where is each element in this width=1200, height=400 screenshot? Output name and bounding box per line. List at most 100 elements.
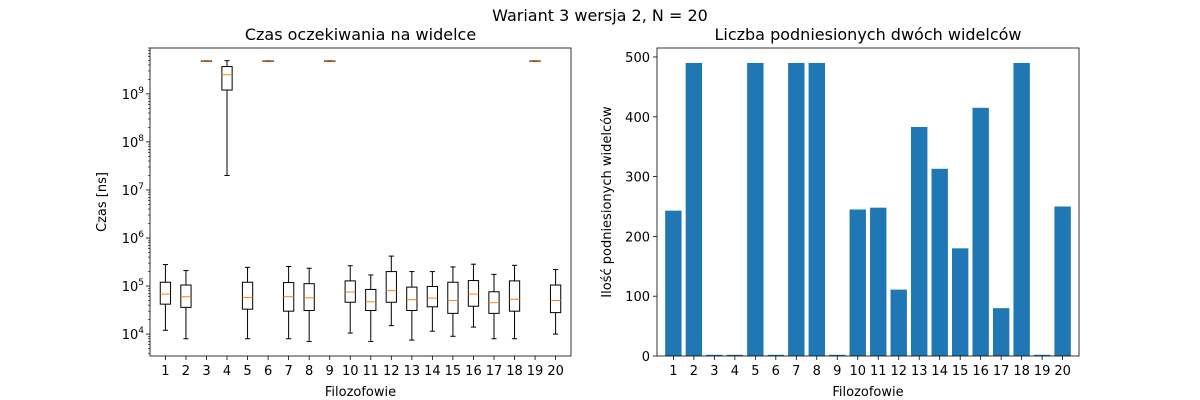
bar-4 [726, 354, 744, 356]
y-tick-label: 0 [642, 350, 650, 365]
x-tick-label: 17 [486, 364, 503, 379]
boxplot-chart: Czas oczekiwania na widelce 104105106107… [95, 25, 572, 400]
bar-9 [829, 354, 846, 356]
y-tick-label: 105 [122, 278, 144, 295]
x-tick-label: 1 [161, 364, 169, 379]
y-tick-label: 104 [122, 326, 145, 343]
box-6 [262, 60, 274, 62]
bar-13 [911, 126, 928, 356]
x-tick-label: 4 [731, 364, 739, 379]
bar-14 [931, 168, 948, 356]
x-tick-label: 2 [690, 364, 698, 379]
y-tick-label: 108 [122, 134, 145, 151]
x-tick-label: 14 [931, 364, 948, 379]
bar-2 [685, 62, 703, 357]
x-tick-label: 7 [284, 364, 292, 379]
y-tick-label: 109 [122, 86, 145, 103]
box-2 [180, 270, 192, 340]
x-tick-label: 6 [772, 364, 780, 379]
bar-6 [767, 354, 785, 356]
bar-16 [972, 107, 989, 357]
x-tick-label: 8 [813, 364, 821, 379]
bar-1 [665, 210, 682, 356]
box-14 [426, 271, 439, 332]
box-iqr [241, 281, 254, 310]
box-4 [221, 60, 233, 176]
x-tick-label: 2 [182, 364, 190, 379]
x-tick-label: 15 [445, 364, 462, 379]
bar-18 [1013, 62, 1030, 357]
y-tick-label: 106 [122, 230, 145, 247]
x-tick-label: 16 [465, 364, 482, 379]
x-tick-label: 9 [326, 364, 334, 379]
x-tick-label: 7 [792, 364, 800, 379]
x-tick-label: 10 [342, 364, 359, 379]
x-tick-label: 11 [870, 364, 887, 379]
x-tick-label: 19 [1034, 364, 1051, 379]
x-tick-label: 3 [202, 364, 210, 379]
box-13 [406, 271, 418, 341]
y-tick-label: 107 [122, 182, 144, 199]
box-iqr [385, 271, 397, 303]
bar-xlabel: Filozofowie [832, 385, 903, 400]
box-iqr [447, 281, 459, 314]
x-tick-label: 14 [424, 364, 441, 379]
box-10 [344, 265, 356, 334]
bar-ylabel: Ilość podniesionych widelców [600, 106, 615, 298]
x-tick-label: 4 [223, 364, 231, 379]
x-tick-label: 10 [849, 364, 866, 379]
box-12 [385, 255, 397, 327]
x-tick-label: 18 [506, 364, 523, 379]
x-tick-label: 16 [972, 364, 989, 379]
x-tick-label: 12 [383, 364, 400, 379]
box-iqr [180, 284, 192, 308]
box-iqr [406, 286, 418, 311]
box-8 [303, 267, 315, 343]
x-tick-label: 15 [952, 364, 969, 379]
bar-20 [1054, 206, 1071, 356]
x-tick-label: 3 [710, 364, 718, 379]
y-tick-label: 300 [625, 171, 650, 186]
figure-suptitle: Wariant 3 wersja 2, N = 20 [492, 6, 708, 25]
x-tick-label: 20 [1054, 364, 1071, 379]
x-tick-label: 19 [527, 364, 544, 379]
y-tick-label: 200 [625, 230, 650, 245]
y-tick-label: 500 [625, 51, 650, 66]
bar-3 [706, 354, 723, 356]
x-tick-label: 6 [264, 364, 272, 379]
box-iqr [426, 285, 439, 308]
x-tick-label: 13 [911, 364, 928, 379]
y-tick-label: 400 [625, 111, 650, 126]
bar-8 [808, 62, 825, 357]
box-20 [549, 269, 562, 335]
boxplot-xlabel: Filozofowie [325, 385, 396, 400]
y-tick-label: 100 [625, 290, 650, 305]
x-tick-label: 13 [404, 364, 421, 379]
x-tick-label: 18 [1013, 364, 1030, 379]
x-tick-label: 17 [993, 364, 1010, 379]
bar-5 [747, 62, 764, 357]
box-iqr [365, 288, 377, 311]
x-tick-label: 11 [362, 364, 379, 379]
box-iqr [549, 284, 562, 314]
x-tick-label: 9 [833, 364, 841, 379]
bar-title: Liczba podniesionych dwóch widelców [714, 25, 1021, 44]
box-16 [467, 263, 480, 328]
bar-11 [870, 207, 887, 356]
boxplot-title: Czas oczekiwania na widelce [245, 25, 476, 44]
box-5 [241, 266, 254, 340]
box-17 [488, 273, 500, 340]
box-iqr [467, 280, 480, 307]
box-iqr [221, 66, 233, 91]
bar-chart: Liczba podniesionych dwóch widelców 0 100… [600, 25, 1080, 400]
box-iqr [303, 283, 315, 311]
x-tick-label: 5 [751, 364, 759, 379]
bar-7 [788, 62, 805, 357]
bar-17 [992, 308, 1010, 356]
bar-12 [890, 289, 907, 356]
bar-19 [1033, 354, 1051, 356]
box-9 [324, 60, 336, 62]
box-1 [159, 264, 172, 331]
